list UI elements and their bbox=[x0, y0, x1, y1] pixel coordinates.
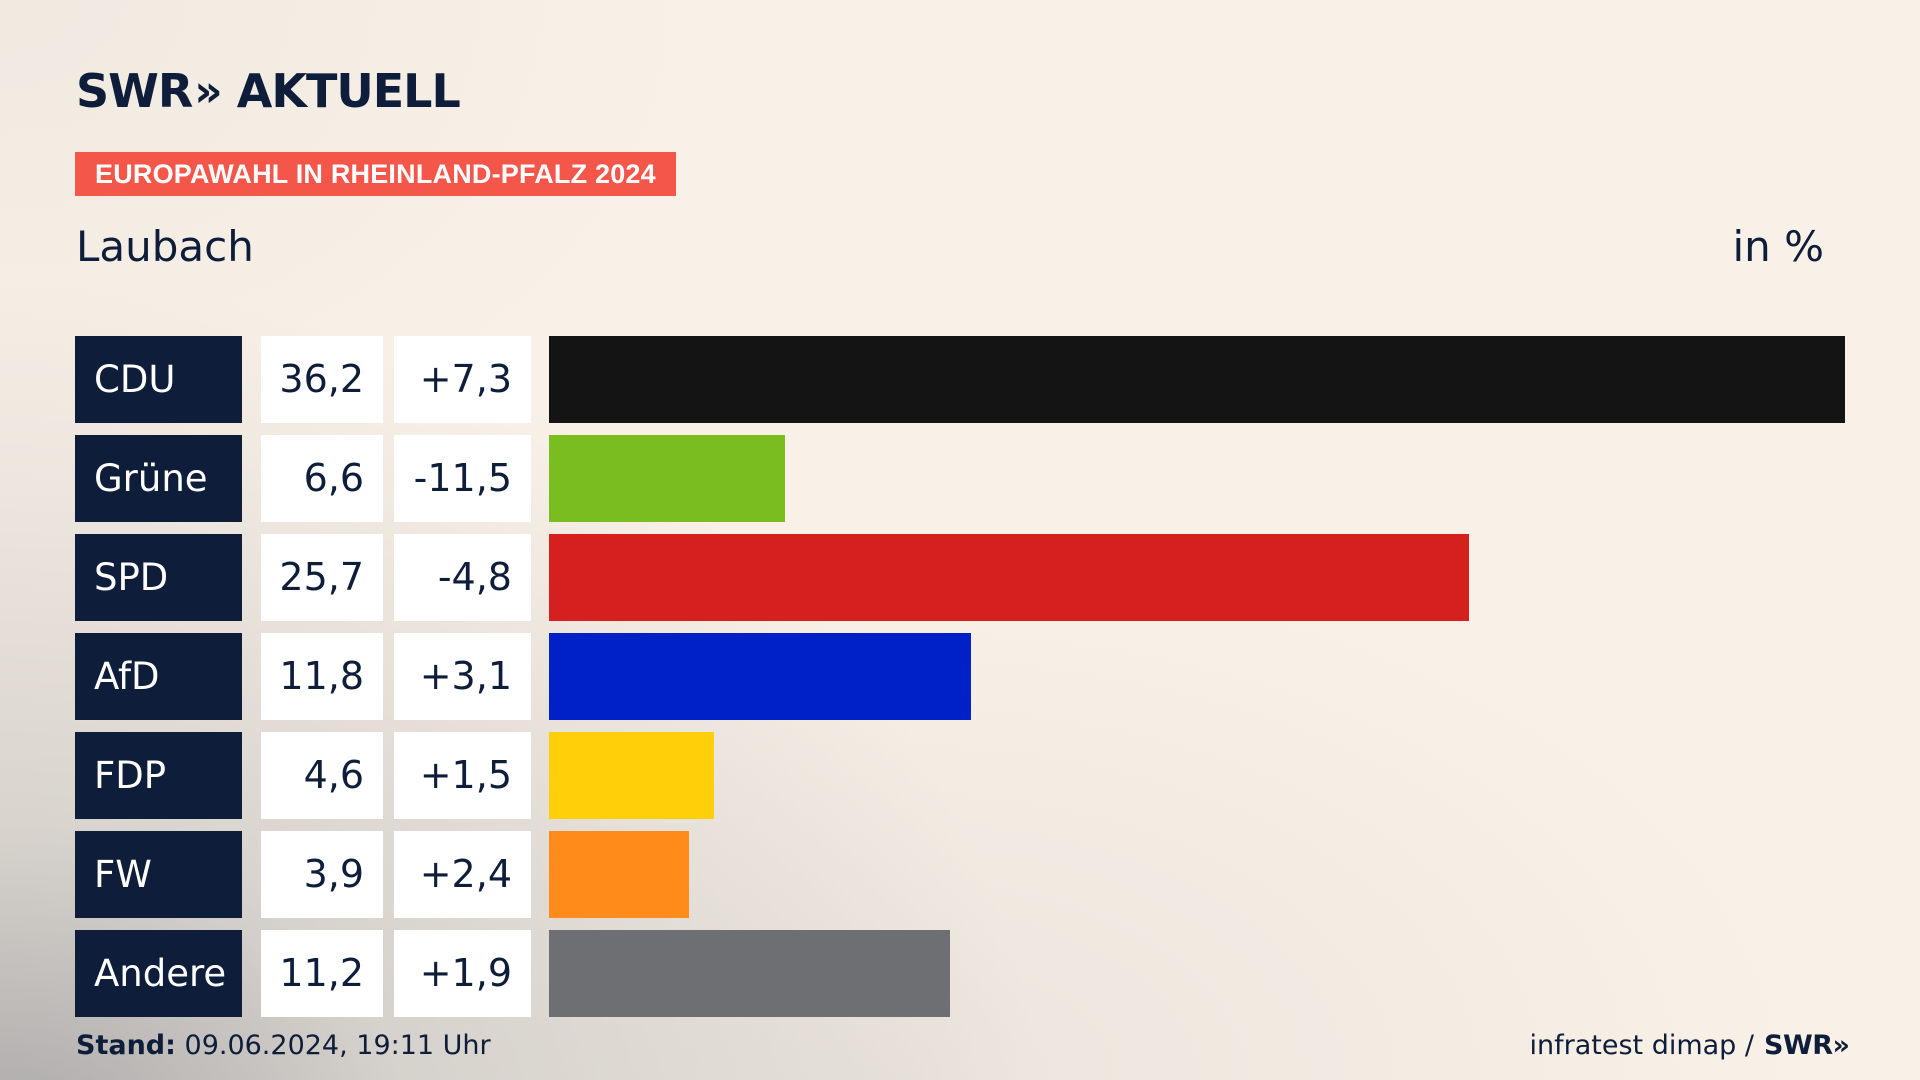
change-label: +1,9 bbox=[394, 930, 531, 1017]
change-label: +7,3 bbox=[394, 336, 531, 423]
election-badge: EUROPAWAHL IN RHEINLAND-PFALZ 2024 bbox=[75, 152, 676, 196]
logo-chevron-icon: » bbox=[194, 65, 223, 117]
result-row: FW 3,9 +2,4 bbox=[0, 831, 1920, 918]
source-text: infratest dimap / bbox=[1529, 1030, 1755, 1061]
result-row: CDU 36,2 +7,3 bbox=[0, 336, 1920, 423]
result-bar bbox=[549, 831, 689, 918]
change-label: +1,5 bbox=[394, 732, 531, 819]
change-label: -11,5 bbox=[394, 435, 531, 522]
result-bar bbox=[549, 534, 1469, 621]
vote-share-label: 3,9 bbox=[261, 831, 383, 918]
party-label: FW bbox=[75, 831, 242, 918]
result-row: Grüne 6,6 -11,5 bbox=[0, 435, 1920, 522]
vote-share-label: 11,8 bbox=[261, 633, 383, 720]
change-label: +2,4 bbox=[394, 831, 531, 918]
logo-product: AKTUELL bbox=[236, 64, 461, 118]
result-bar bbox=[549, 435, 785, 522]
party-label: Andere bbox=[75, 930, 242, 1017]
vote-share-label: 36,2 bbox=[261, 336, 383, 423]
unit-label: in % bbox=[1732, 222, 1824, 271]
source-brand: SWR bbox=[1764, 1030, 1833, 1061]
result-bar bbox=[549, 930, 950, 1017]
result-bar bbox=[549, 633, 971, 720]
result-row: Andere 11,2 +1,9 bbox=[0, 930, 1920, 1017]
party-label: FDP bbox=[75, 732, 242, 819]
logo-brand: SWR bbox=[76, 64, 193, 118]
timestamp: Stand: 09.06.2024, 19:11 Uhr bbox=[76, 1030, 491, 1061]
result-row: FDP 4,6 +1,5 bbox=[0, 732, 1920, 819]
vote-share-label: 11,2 bbox=[261, 930, 383, 1017]
result-row: SPD 25,7 -4,8 bbox=[0, 534, 1920, 621]
party-label: Grüne bbox=[75, 435, 242, 522]
vote-share-label: 25,7 bbox=[261, 534, 383, 621]
result-bar bbox=[549, 732, 714, 819]
source-chevron-icon: » bbox=[1832, 1030, 1851, 1061]
place-title: Laubach bbox=[76, 222, 254, 271]
vote-share-label: 4,6 bbox=[261, 732, 383, 819]
change-label: -4,8 bbox=[394, 534, 531, 621]
party-label: SPD bbox=[75, 534, 242, 621]
result-row: AfD 11,8 +3,1 bbox=[0, 633, 1920, 720]
party-label: AfD bbox=[75, 633, 242, 720]
stand-value: 09.06.2024, 19:11 Uhr bbox=[184, 1030, 491, 1061]
vote-share-label: 6,6 bbox=[261, 435, 383, 522]
party-label: CDU bbox=[75, 336, 242, 423]
change-label: +3,1 bbox=[394, 633, 531, 720]
result-bar bbox=[549, 336, 1845, 423]
source-credit: infratest dimap / SWR» bbox=[1529, 1030, 1851, 1061]
swr-aktuell-logo: SWR » AKTUELL bbox=[76, 64, 461, 118]
source-brand-logo: SWR» bbox=[1764, 1030, 1851, 1061]
stand-label: Stand: bbox=[76, 1030, 176, 1061]
